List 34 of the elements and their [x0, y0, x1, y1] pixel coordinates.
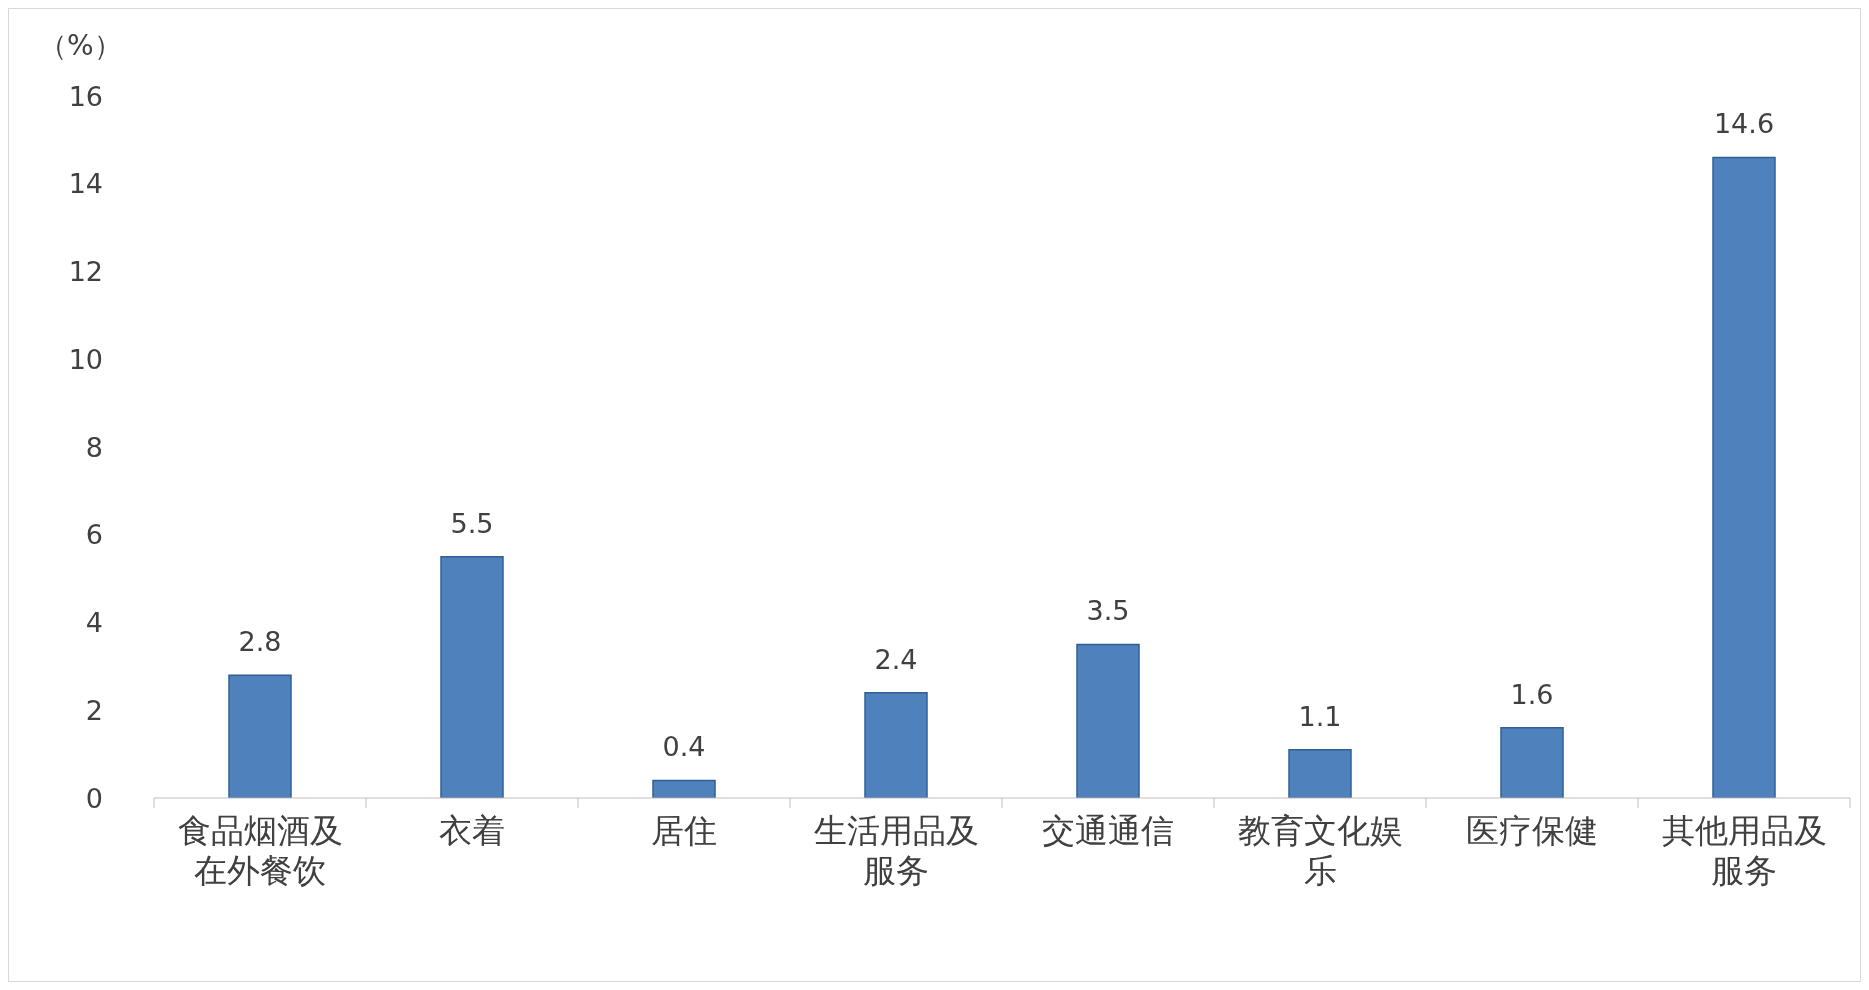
bar — [440, 555, 504, 798]
y-tick-label: 6 — [85, 519, 103, 551]
y-tick-label: 12 — [68, 256, 103, 288]
data-label: 1.6 — [1510, 678, 1554, 710]
y-tick-label: 10 — [68, 343, 103, 375]
y-tick-label: 16 — [68, 80, 103, 112]
y-tick-label: 0 — [85, 782, 103, 814]
bar — [1712, 156, 1776, 798]
x-tick-label: 教育文化娱乐 — [1237, 811, 1403, 890]
y-tick-label: 4 — [85, 607, 103, 639]
data-label: 2.8 — [238, 626, 282, 658]
y-tick-label: 8 — [85, 431, 103, 463]
x-tick-label: 衣着 — [439, 811, 505, 850]
bar — [1288, 748, 1352, 798]
x-tick-label: 交通通信 — [1042, 811, 1174, 850]
data-label: 14.6 — [1713, 108, 1775, 140]
data-label: 5.5 — [450, 507, 494, 539]
bar — [1500, 727, 1564, 798]
bar — [652, 779, 716, 798]
bar — [228, 674, 292, 798]
x-tick-label: 医疗保健 — [1466, 811, 1598, 850]
data-label: 0.4 — [662, 731, 706, 763]
data-label: 2.4 — [874, 643, 918, 675]
y-axis-title: （%） — [39, 28, 122, 64]
data-label: 1.1 — [1298, 700, 1342, 732]
x-tick-label: 居住 — [651, 811, 717, 850]
x-tick-label: 生活用品及服务 — [813, 811, 979, 890]
y-tick-label: 2 — [85, 694, 103, 726]
bar — [864, 691, 928, 798]
bar — [1076, 643, 1140, 798]
x-tick-label: 其他用品及服务 — [1661, 811, 1827, 890]
y-tick-label: 14 — [68, 168, 103, 200]
x-tick-label: 食品烟酒及在外餐饮 — [177, 811, 343, 890]
data-label: 3.5 — [1086, 595, 1130, 627]
